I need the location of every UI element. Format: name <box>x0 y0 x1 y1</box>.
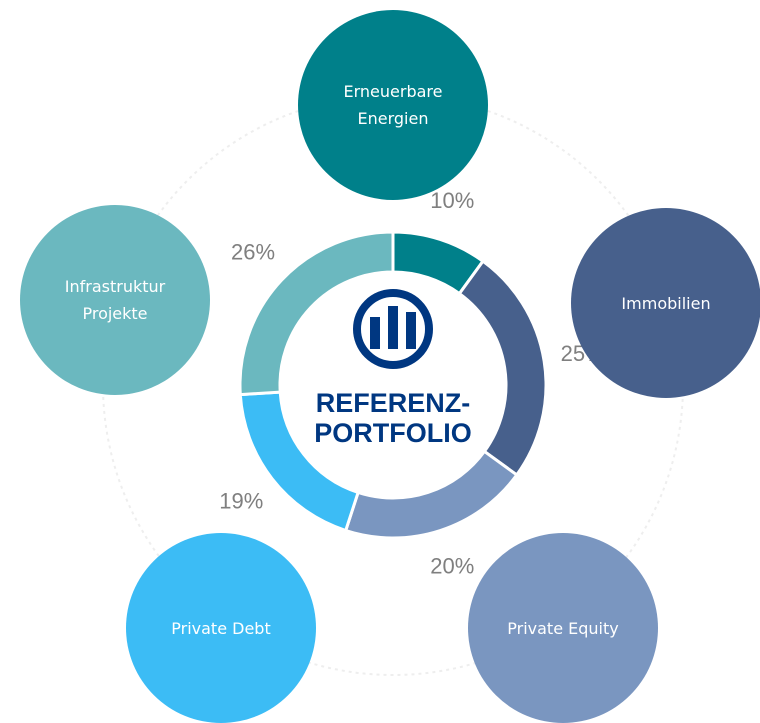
category-bubble: Immobilien <box>571 208 760 398</box>
category-label: Immobilien <box>621 293 711 313</box>
category-bubble: Infrastruktur Projekte <box>20 205 210 395</box>
category-label: Erneuerbare Energien <box>343 82 443 128</box>
category-bubble: Private Debt <box>126 533 316 723</box>
category-label: Infrastruktur Projekte <box>64 277 166 323</box>
logo-bar <box>388 306 398 349</box>
logo-ring <box>353 289 433 369</box>
center-title: REFERENZ-PORTFOLIO <box>314 388 472 448</box>
value-label: 10% <box>430 188 474 213</box>
value-label: 20% <box>430 553 474 578</box>
logo-bar <box>406 312 416 349</box>
donut <box>238 230 548 540</box>
logo-bar <box>370 317 380 349</box>
donut-slice <box>343 449 519 540</box>
category-label: Private Equity <box>507 618 619 638</box>
logo <box>353 289 433 369</box>
category-label: Private Debt <box>171 618 271 638</box>
donut-slice <box>238 230 395 397</box>
category-bubble: Private Equity <box>468 533 658 723</box>
category-bubble: Erneuerbare Energien <box>298 10 488 200</box>
value-label: 19% <box>219 488 263 513</box>
value-label: 26% <box>231 239 275 264</box>
